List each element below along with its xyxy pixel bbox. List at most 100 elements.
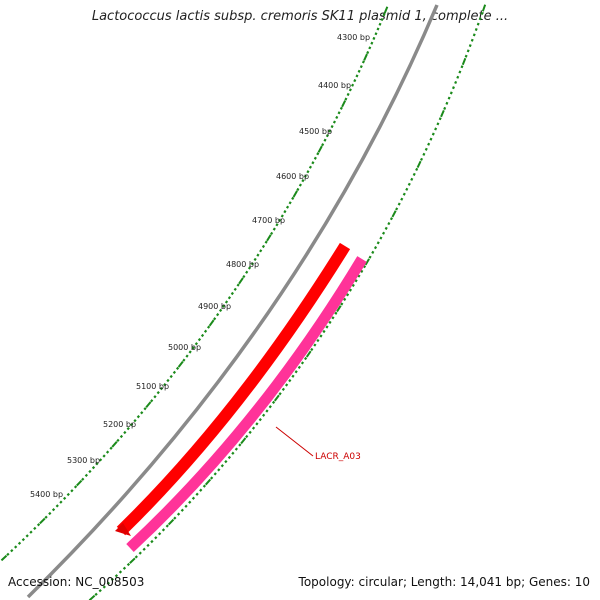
tick-mark <box>182 358 186 362</box>
tick-mark <box>248 430 252 434</box>
tick-mark <box>221 304 226 308</box>
tick-mark <box>167 518 175 526</box>
tick-label: 4400 bp <box>318 81 351 90</box>
tick-mark <box>194 342 198 346</box>
tick-mark <box>55 504 59 508</box>
tick-mark <box>466 49 470 53</box>
tick-mark <box>336 305 342 313</box>
tick-mark <box>191 496 196 500</box>
tick-mark <box>110 577 115 582</box>
tick-mark <box>346 293 350 297</box>
tick-mark <box>362 265 367 269</box>
tick-mark <box>383 6 389 14</box>
tick-mark <box>268 405 272 409</box>
tick-mark <box>443 106 447 110</box>
tick-mark <box>323 138 327 142</box>
tick-mark <box>364 258 370 266</box>
tick-mark <box>272 227 276 231</box>
tick-mark <box>348 288 353 292</box>
tick-mark <box>6 552 10 556</box>
tick-mark <box>158 532 162 536</box>
tick-mark <box>231 451 235 455</box>
tick-mark <box>88 469 92 474</box>
tick-mark <box>88 594 96 600</box>
tick-mark <box>48 511 52 516</box>
tick-mark <box>325 325 329 329</box>
tick-mark <box>273 394 280 402</box>
tick-mark <box>169 374 173 379</box>
tick-mark <box>204 478 212 486</box>
tick-mark <box>250 262 254 266</box>
tick-mark <box>175 366 180 370</box>
tick-mark <box>316 338 320 343</box>
tick-mark <box>387 221 391 226</box>
tick-mark <box>134 555 138 559</box>
tick-mark <box>427 142 431 146</box>
tick-mark <box>70 489 74 493</box>
tick-mark <box>424 147 428 151</box>
tick-mark <box>422 152 426 156</box>
tick-mark <box>346 92 350 97</box>
tick-mark <box>44 515 48 519</box>
tick-mark <box>10 549 14 553</box>
tick-mark <box>116 438 120 443</box>
tick-mark <box>176 512 181 516</box>
tick-mark <box>219 308 223 313</box>
tick-mark <box>405 187 409 191</box>
tick-mark <box>330 124 334 129</box>
tick-mark <box>238 277 244 285</box>
tick-mark <box>328 129 332 133</box>
tick-mark <box>261 244 266 249</box>
tick-mark <box>33 526 37 531</box>
tick-mark <box>438 117 442 121</box>
tick-mark <box>208 319 215 327</box>
tick-mark <box>478 17 482 21</box>
plasmid-backbone <box>26 4 439 599</box>
tick-mark <box>310 347 314 352</box>
tick-mark <box>481 4 487 12</box>
tick-mark <box>297 365 301 369</box>
tick-mark <box>278 218 282 222</box>
tick-mark <box>73 485 78 489</box>
tick-mark <box>379 236 383 240</box>
tick-mark <box>163 382 167 387</box>
tick-mark <box>284 383 289 387</box>
tick-mark <box>150 539 154 544</box>
tick-mark <box>251 426 256 430</box>
tick-mark <box>400 197 404 201</box>
tick-mark <box>292 190 298 198</box>
tick-mark <box>351 83 355 87</box>
tick-mark <box>368 46 372 50</box>
tick-mark <box>95 462 99 466</box>
tick-mark <box>319 334 323 338</box>
tick-mark <box>476 22 480 26</box>
tick-mark <box>106 581 110 585</box>
tick-mark <box>17 541 22 545</box>
tick-mark <box>62 496 67 500</box>
tick-mark <box>14 545 18 549</box>
tick-mark <box>199 488 203 492</box>
gene-forward-strand[interactable] <box>116 242 351 536</box>
tick-mark <box>177 360 184 368</box>
tick-mark <box>366 51 370 55</box>
tick-mark <box>291 374 295 378</box>
tick-mark <box>245 270 249 274</box>
tick-mark <box>288 201 292 205</box>
tick-mark <box>325 134 329 138</box>
tick-mark <box>298 183 302 187</box>
tick-mark <box>98 458 103 462</box>
tick-mark <box>313 343 317 347</box>
tick-mark <box>317 145 323 153</box>
tick-mark <box>303 174 307 178</box>
gene-lacr-a03[interactable] <box>126 256 367 553</box>
tick-mark <box>146 543 150 548</box>
tick-mark <box>306 170 310 174</box>
tick-label: 5300 bp <box>67 456 100 465</box>
tick-mark <box>227 296 232 300</box>
tick-mark <box>138 551 142 555</box>
tick-mark <box>368 255 372 259</box>
tick-mark <box>220 464 224 468</box>
tick-label: 4900 bp <box>198 302 231 311</box>
tick-mark <box>335 115 339 120</box>
